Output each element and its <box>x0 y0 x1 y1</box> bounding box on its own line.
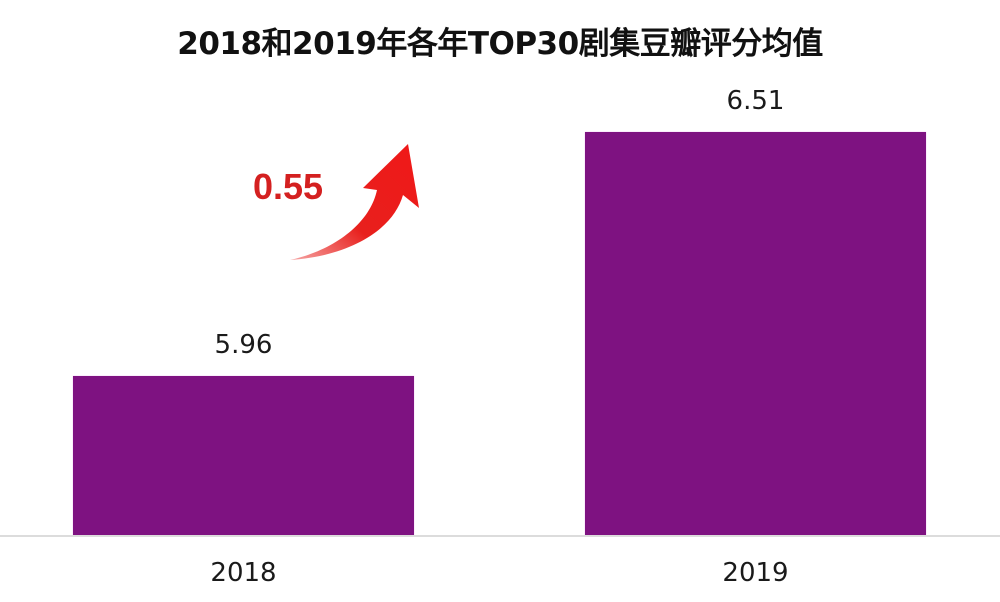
bar-2018 <box>73 376 414 535</box>
bar-2019 <box>585 132 926 535</box>
bar-value-label-2018: 5.96 <box>214 330 273 360</box>
chart-title: 2018和2019年各年TOP30剧集豆瓣评分均值 <box>177 26 823 62</box>
delta-annotation: 0.55 <box>253 166 324 207</box>
x-axis-line <box>0 535 1000 537</box>
bar-value-label-2019: 6.51 <box>726 86 785 116</box>
up-arrow-icon <box>290 144 419 260</box>
x-tick-label-2018: 2018 <box>210 558 277 588</box>
x-tick-label-2019: 2019 <box>722 558 789 588</box>
